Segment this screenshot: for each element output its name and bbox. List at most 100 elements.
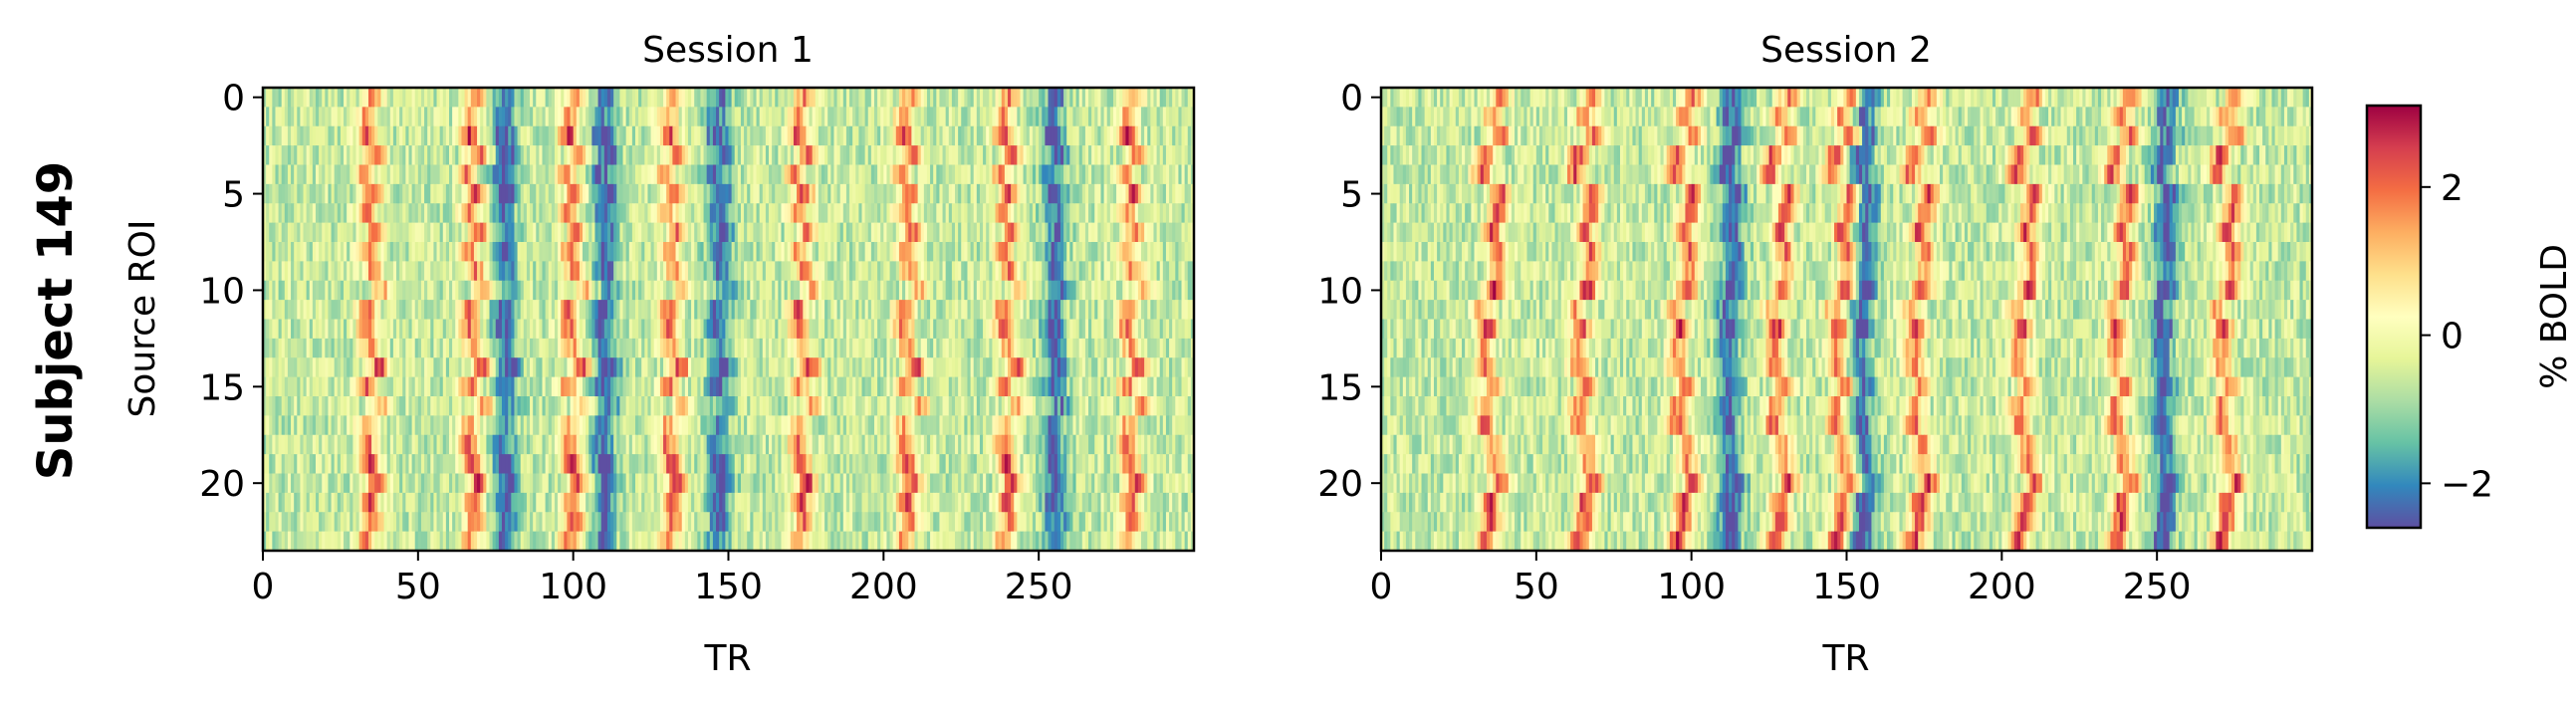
heatmap-cell: [367, 125, 372, 146]
heatmap-cell: [470, 203, 475, 224]
heatmap-cell: [420, 145, 425, 166]
heatmap-cell: [911, 88, 916, 108]
heatmap-cell: [706, 164, 711, 185]
heatmap-cell: [1162, 183, 1167, 204]
heatmap-cell: [734, 183, 739, 204]
heatmap-cell: [495, 125, 500, 146]
heatmap-cell: [272, 222, 277, 243]
heatmap-cell: [501, 183, 506, 204]
heatmap-cell: [392, 107, 397, 127]
heatmap-cell: [347, 107, 351, 127]
heatmap-cell: [371, 164, 375, 185]
heatmap-cell: [364, 164, 369, 185]
heatmap-cell: [442, 88, 447, 108]
heatmap-cell: [386, 88, 391, 108]
heatmap-cell: [812, 203, 817, 224]
heatmap-cell: [358, 203, 363, 224]
heatmap-cell: [266, 125, 270, 146]
heatmap-cell: [337, 125, 342, 146]
heatmap-cell: [545, 88, 550, 108]
heatmap-cell: [762, 88, 767, 108]
heatmap-cell: [1094, 107, 1098, 127]
heatmap-cell: [458, 145, 463, 166]
heatmap-cell: [533, 164, 537, 185]
heatmap-cell: [973, 88, 978, 108]
heatmap-cell: [1078, 88, 1083, 108]
heatmap-cell: [703, 145, 708, 166]
heatmap-cell: [989, 164, 994, 185]
heatmap-cell: [740, 88, 745, 108]
heatmap-cell: [1134, 183, 1139, 204]
heatmap-cell: [436, 183, 441, 204]
heatmap-cell: [930, 107, 934, 127]
heatmap-cell: [756, 145, 761, 166]
heatmap-cell: [839, 145, 844, 166]
heatmap-cell: [1187, 164, 1192, 185]
heatmap-cell: [1119, 125, 1123, 146]
heatmap-cell: [473, 183, 478, 204]
heatmap-cell: [744, 164, 748, 185]
heatmap-cell: [439, 125, 444, 146]
heatmap-cell: [340, 203, 345, 224]
heatmap-cell: [427, 88, 431, 108]
heatmap-cell: [414, 145, 419, 166]
heatmap-cell: [508, 125, 512, 146]
heatmap-cell: [322, 125, 326, 146]
heatmap-cell: [772, 164, 776, 185]
heatmap-cell: [784, 125, 789, 146]
heatmap-cell: [641, 88, 645, 108]
heatmap-cell: [951, 145, 956, 166]
heatmap-cell: [979, 164, 984, 185]
heatmap-cell: [461, 203, 466, 224]
heatmap-cell: [374, 125, 378, 146]
heatmap-cell: [945, 88, 950, 108]
heatmap-cell: [902, 145, 906, 166]
heatmap-cell: [740, 125, 745, 146]
heatmap-cell: [417, 203, 422, 224]
heatmap-cell: [641, 125, 645, 146]
heatmap-cell: [340, 107, 345, 127]
heatmap-cell: [564, 183, 569, 204]
heatmap-cell: [635, 125, 639, 146]
heatmap-cell: [287, 125, 292, 146]
heatmap-cell: [706, 125, 711, 146]
heatmap-cell: [697, 88, 702, 108]
heatmap-cell: [266, 107, 270, 127]
heatmap-cell: [564, 145, 569, 166]
heatmap-cell: [700, 107, 705, 127]
heatmap-cell: [933, 88, 937, 108]
heatmap-cell: [647, 125, 652, 146]
heatmap-cell: [594, 125, 599, 146]
heatmap-cell: [719, 107, 723, 127]
heatmap-cell: [989, 125, 994, 146]
heatmap-cell: [616, 107, 621, 127]
heatmap-cell: [1091, 203, 1095, 224]
heatmap-cell: [892, 203, 897, 224]
heatmap-cell: [1131, 107, 1136, 127]
heatmap-cell: [1147, 145, 1151, 166]
heatmap-cell: [508, 203, 512, 224]
heatmap-cell: [911, 164, 916, 185]
heatmap-cell: [672, 88, 677, 108]
heatmap-cell: [1097, 107, 1102, 127]
heatmap-cell: [955, 107, 959, 127]
heatmap-cell: [1128, 183, 1133, 204]
heatmap-cell: [517, 107, 522, 127]
heatmap-cell: [719, 203, 723, 224]
heatmap-cell: [583, 203, 586, 224]
heatmap-cell: [815, 107, 820, 127]
heatmap-cell: [892, 183, 897, 204]
heatmap-cell: [352, 125, 357, 146]
heatmap-cell: [1008, 203, 1012, 224]
heatmap-cell: [1081, 88, 1086, 108]
heatmap-cell: [297, 164, 301, 185]
heatmap-cell: [458, 164, 463, 185]
heatmap-cell: [486, 107, 491, 127]
heatmap-cell: [1081, 107, 1086, 127]
heatmap-cell: [1017, 125, 1022, 146]
heatmap-cell: [750, 145, 755, 166]
heatmap-cell: [1072, 145, 1077, 166]
heatmap-cell: [793, 107, 798, 127]
heatmap-cell: [1159, 125, 1164, 146]
heatmap-cell: [1156, 107, 1161, 127]
